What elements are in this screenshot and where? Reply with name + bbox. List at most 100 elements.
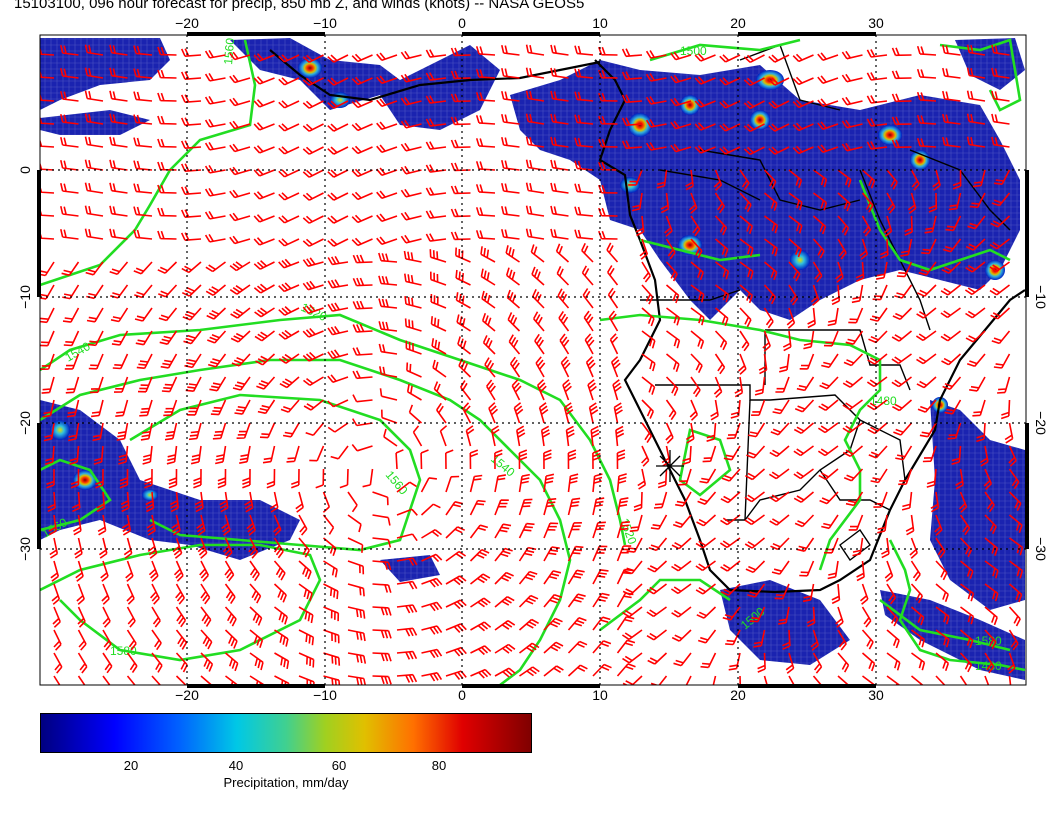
wind-barb [763, 307, 774, 329]
wind-barb [574, 45, 594, 56]
wind-barb [866, 118, 888, 127]
wind-barb [109, 90, 128, 102]
wind-barb [690, 307, 705, 326]
wind-barb [298, 652, 315, 668]
wind-barb [837, 652, 850, 673]
wind-barb [347, 583, 365, 597]
wind-barb [157, 138, 177, 148]
precip-cell [298, 58, 322, 78]
contour [599, 578, 731, 632]
wind-barb [653, 491, 668, 509]
wind-barb [793, 468, 814, 480]
wind-barb [1009, 560, 1024, 579]
wind-barb [695, 583, 716, 595]
wind-barb [694, 53, 716, 62]
wind-barb [550, 67, 569, 79]
wind-barb [372, 560, 392, 571]
precip-cell [790, 250, 810, 270]
wind-barb [109, 67, 128, 79]
wind-barb [430, 293, 447, 309]
wind-barb [295, 491, 304, 513]
wind-barb [916, 353, 937, 365]
wind-barb [199, 560, 210, 582]
wind-barb [372, 606, 392, 616]
wind-barb [631, 192, 643, 212]
wind-barb [1000, 399, 1011, 420]
wind-barb [788, 169, 803, 188]
wind-barb [715, 284, 730, 303]
wind-barb [941, 353, 962, 366]
wind-barb [661, 445, 671, 467]
wind-barb [911, 652, 926, 671]
wind-barb [412, 425, 423, 447]
wind-barb [302, 192, 324, 201]
wind-barb [916, 137, 937, 148]
wind-barb [965, 330, 986, 343]
wind-barb [744, 537, 766, 549]
wind-barb [574, 137, 594, 148]
wind-barb [714, 353, 726, 375]
wind-barb [719, 146, 741, 155]
wind-barb [101, 583, 110, 605]
contour [939, 38, 1022, 112]
wind-barb [148, 560, 159, 582]
wind-barb [84, 205, 104, 217]
wind-barb [941, 261, 962, 274]
wind-barb [550, 113, 569, 125]
wind-barb [298, 514, 308, 536]
wind-barb [818, 399, 839, 411]
wind-barb [378, 275, 398, 286]
wind-barb [126, 606, 136, 628]
wind-barb [1008, 606, 1021, 627]
wind-barb [229, 261, 251, 272]
precip-cell [910, 150, 930, 170]
wind-barb [744, 491, 765, 503]
border [859, 419, 906, 481]
wind-barb [991, 67, 1010, 79]
wind-barb [239, 445, 251, 464]
wind-barb [867, 422, 888, 435]
wind-barb [702, 445, 717, 463]
wind-barb [665, 353, 680, 372]
wind-barb [770, 422, 790, 436]
wind-barb [274, 675, 290, 685]
wind-barb [616, 592, 634, 608]
wind-barb [585, 356, 596, 378]
wind-barb [445, 599, 467, 610]
wind-barb [469, 548, 490, 562]
wind-barb [922, 445, 937, 463]
wind-barb [40, 330, 55, 347]
wind-barb [253, 191, 275, 200]
wind-barb [966, 113, 986, 125]
border [765, 329, 911, 391]
wind-barb [157, 261, 178, 274]
wind-barb [206, 307, 227, 320]
lon-tick: 30 [868, 15, 884, 31]
wind-barb [481, 290, 496, 309]
wind-barb [867, 353, 888, 365]
wind-barb [598, 184, 618, 194]
contour-label: 1580 [110, 644, 137, 658]
wind-barb [134, 307, 153, 322]
wind-barb [151, 629, 162, 651]
wind-barb [185, 376, 202, 392]
wind-barb [891, 139, 912, 149]
wind-barb [224, 606, 237, 627]
wind-barb [723, 445, 741, 461]
wind-barb [323, 606, 340, 622]
wind-barb [710, 399, 719, 421]
wind-barb [159, 330, 178, 345]
wind-barb [60, 45, 79, 56]
wind-barb [743, 123, 765, 133]
wind-barb [817, 75, 839, 84]
wind-barb [819, 491, 839, 505]
wind-barb [891, 47, 912, 57]
wind-barb [421, 672, 443, 682]
wind-barb [303, 376, 324, 386]
wind-barb [396, 650, 418, 660]
wind-barb [665, 284, 680, 304]
wind-barb [788, 192, 803, 211]
wind-barb [425, 210, 447, 219]
wind-barb [886, 606, 899, 627]
wind-barb [322, 514, 335, 535]
